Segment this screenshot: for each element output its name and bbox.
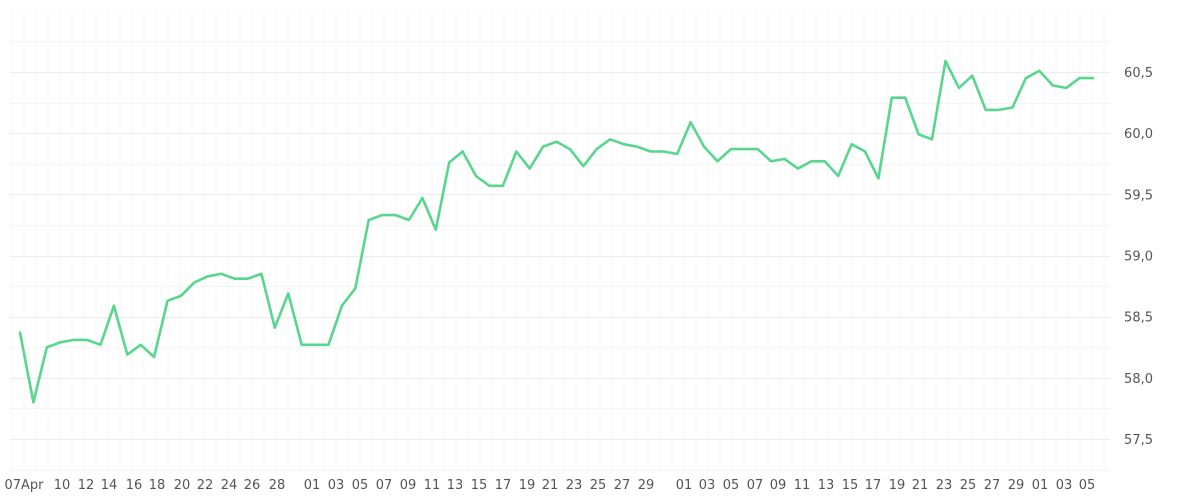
x-tick-label: 23 — [566, 478, 583, 493]
x-tick-label: 29 — [638, 478, 655, 493]
x-tick-label: 23 — [936, 478, 953, 493]
y-tick-label: 60,0 — [1124, 127, 1153, 142]
x-tick-label: 28 — [269, 478, 286, 493]
x-tick-label: 19 — [889, 478, 906, 493]
x-tick-label: 07 — [376, 478, 393, 493]
x-tick-label: 07Apr — [4, 478, 44, 493]
x-tick-label: 29 — [1008, 478, 1025, 493]
x-tick-label: 01 — [676, 478, 693, 493]
x-tick-label: 09 — [400, 478, 417, 493]
x-tick-label: 15 — [842, 478, 859, 493]
chart-grid — [10, 10, 1110, 471]
x-tick-label: 24 — [221, 478, 238, 493]
x-tick-label: 05 — [723, 478, 740, 493]
x-tick-label: 17 — [495, 478, 512, 493]
x-tick-label: 13 — [818, 478, 835, 493]
x-tick-label: 07 — [747, 478, 764, 493]
y-tick-label: 58,0 — [1124, 372, 1153, 387]
x-tick-label: 01 — [1032, 478, 1049, 493]
x-tick-label: 26 — [244, 478, 261, 493]
x-tick-label: 16 — [126, 478, 143, 493]
x-tick-label: 10 — [54, 478, 71, 493]
x-tick-label: 14 — [101, 478, 118, 493]
x-tick-label: 03 — [328, 478, 345, 493]
y-tick-label: 57,5 — [1124, 433, 1153, 448]
y-tick-label: 59,5 — [1124, 188, 1153, 203]
y-axis: 57,5 58,0 58,5 59,0 59,5 60,0 60,5 — [1124, 66, 1153, 448]
x-tick-label: 19 — [519, 478, 536, 493]
x-tick-label: 05 — [1079, 478, 1096, 493]
x-tick-label: 21 — [542, 478, 559, 493]
x-tick-label: 20 — [174, 478, 191, 493]
series-line — [18, 59, 1095, 404]
plot-area — [18, 59, 1095, 404]
x-tick-label: 03 — [699, 478, 716, 493]
x-tick-label: 11 — [794, 478, 811, 493]
x-tick-label: 09 — [770, 478, 787, 493]
x-tick-label: 13 — [447, 478, 464, 493]
x-tick-label: 25 — [590, 478, 607, 493]
x-tick-label: 17 — [865, 478, 882, 493]
x-tick-label: 03 — [1056, 478, 1073, 493]
x-axis: 07Apr 10 12 14 16 18 20 22 24 26 28 01 03 05 07 09 11 13 1… — [4, 478, 1095, 493]
x-tick-label: 21 — [912, 478, 929, 493]
x-tick-label: 12 — [78, 478, 95, 493]
x-tick-label: 15 — [471, 478, 488, 493]
x-tick-label: 22 — [197, 478, 214, 493]
x-tick-label: 27 — [984, 478, 1001, 493]
x-tick-label: 05 — [352, 478, 369, 493]
x-tick-label: 18 — [149, 478, 166, 493]
x-tick-label: 25 — [960, 478, 977, 493]
x-tick-label: 27 — [614, 478, 631, 493]
x-tick-label: 01 — [304, 478, 321, 493]
y-tick-label: 59,0 — [1124, 250, 1153, 265]
y-tick-label: 60,5 — [1124, 66, 1153, 81]
y-tick-label: 58,5 — [1124, 311, 1153, 326]
x-tick-label: 11 — [424, 478, 441, 493]
